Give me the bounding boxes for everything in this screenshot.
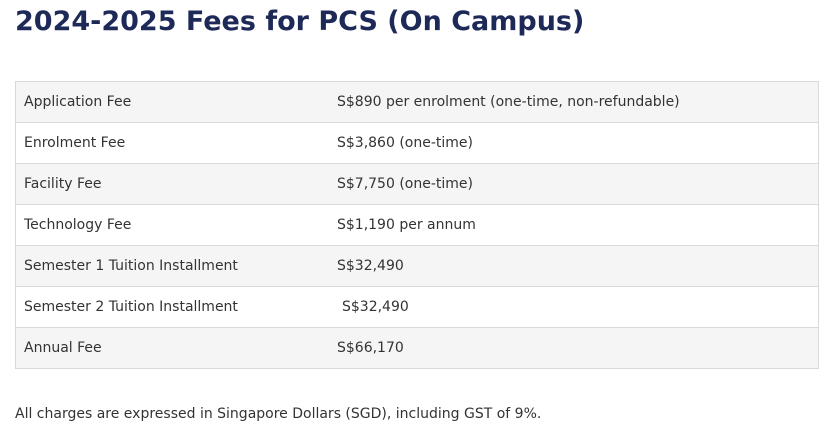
table-row: Application Fee S$890 per enrolment (one… — [15, 81, 819, 123]
fee-value-cell: S$890 per enrolment (one-time, non-refun… — [337, 81, 819, 123]
fee-name-cell: Enrolment Fee — [15, 122, 337, 164]
table-row: Semester 2 Tuition Installment S$32,490 — [15, 286, 819, 328]
table-row: Technology Fee S$1,190 per annum — [15, 204, 819, 246]
fee-value-cell: S$3,860 (one-time) — [337, 122, 819, 164]
table-row: Facility Fee S$7,750 (one-time) — [15, 163, 819, 205]
page-title: 2024-2025 Fees for PCS (On Campus) — [15, 6, 585, 37]
footnote: All charges are expressed in Singapore D… — [15, 406, 542, 422]
table-row: Enrolment Fee S$3,860 (one-time) — [15, 122, 819, 164]
fee-value-cell: S$32,490 — [337, 245, 819, 287]
fee-value-cell: S$1,190 per annum — [337, 204, 819, 246]
fees-table: Application Fee S$890 per enrolment (one… — [15, 81, 819, 369]
fee-value-cell: S$32,490 — [337, 286, 819, 328]
fee-name-cell: Annual Fee — [15, 327, 337, 369]
table-row: Annual Fee S$66,170 — [15, 327, 819, 369]
fee-name-cell: Technology Fee — [15, 204, 337, 246]
fee-name-cell: Facility Fee — [15, 163, 337, 205]
table-row: Semester 1 Tuition Installment S$32,490 — [15, 245, 819, 287]
fee-value-cell: S$7,750 (one-time) — [337, 163, 819, 205]
fee-name-cell: Semester 2 Tuition Installment — [15, 286, 337, 328]
fee-value-cell: S$66,170 — [337, 327, 819, 369]
fee-name-cell: Semester 1 Tuition Installment — [15, 245, 337, 287]
fee-name-cell: Application Fee — [15, 81, 337, 123]
